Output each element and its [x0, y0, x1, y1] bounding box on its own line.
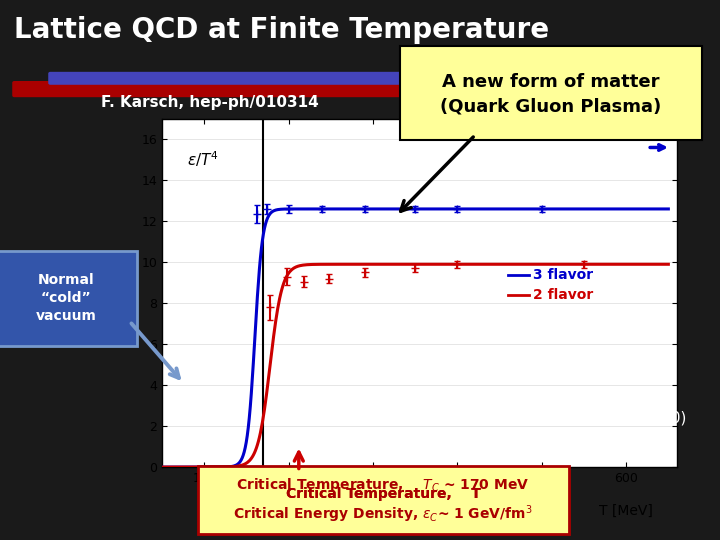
Text: Lattice QCD at Finite Temperature: Lattice QCD at Finite Temperature — [14, 16, 549, 44]
Text: $\varepsilon_{SB}/T^4$: $\varepsilon_{SB}/T^4$ — [605, 126, 643, 144]
Text: 3 flavor: 3 flavor — [534, 267, 593, 281]
Text: Normal
“cold”
vacuum: Normal “cold” vacuum — [36, 273, 96, 323]
Text: (μᴮ=0): (μᴮ=0) — [637, 411, 688, 426]
Text: T [MeV]: T [MeV] — [599, 504, 653, 518]
Text: $\varepsilon/T^4$: $\varepsilon/T^4$ — [187, 150, 220, 169]
Text: Critical Temperature,    $T_C$ ~ 170 MeV
Critical Energy Density, $\varepsilon_C: Critical Temperature, $T_C$ ~ 170 MeV Cr… — [233, 476, 533, 525]
Text: Critical Temperature,    T: Critical Temperature, T — [286, 487, 480, 501]
Text: Critical Temperature,    T: Critical Temperature, T — [286, 487, 480, 501]
Text: F. Karsch, hep-ph/010314: F. Karsch, hep-ph/010314 — [101, 94, 318, 110]
Text: 2 flavor: 2 flavor — [534, 288, 593, 302]
Text: A new form of matter
(Quark Gluon Plasma): A new form of matter (Quark Gluon Plasma… — [440, 73, 662, 116]
